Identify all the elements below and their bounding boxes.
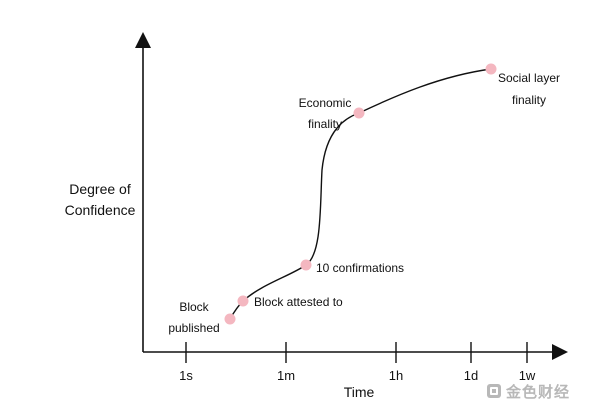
point-social-layer-finality bbox=[485, 63, 497, 75]
point-label-block-published-line-1: Block bbox=[179, 300, 209, 314]
confidence-curve bbox=[229, 68, 492, 320]
point-label-social-layer-finality-line-1: Social layer bbox=[498, 71, 560, 85]
x-tick-label-1s: 1s bbox=[179, 368, 193, 383]
point-10-confirmations bbox=[300, 259, 312, 271]
point-label-block-published-line-2: published bbox=[168, 321, 219, 335]
x-tick-label-1h: 1h bbox=[389, 368, 403, 383]
x-axis-label: Time bbox=[344, 384, 375, 400]
x-tick-label-1w: 1w bbox=[519, 368, 536, 383]
watermark: 金色财经 bbox=[486, 380, 570, 402]
x-tick-label-1d: 1d bbox=[464, 368, 478, 383]
point-label-economic-finality-line-1: Economic bbox=[299, 96, 352, 110]
milestone-points bbox=[224, 63, 497, 325]
jinse-logo-icon bbox=[487, 384, 501, 398]
point-label-social-layer-finality-line-2: finality bbox=[512, 93, 546, 107]
x-ticks: 1s 1m 1h 1d 1w bbox=[179, 342, 536, 383]
point-block-attested bbox=[237, 295, 249, 307]
y-axis-label-line-2: Confidence bbox=[65, 202, 136, 218]
x-tick-label-1m: 1m bbox=[277, 368, 295, 383]
point-label-10-confirmations: 10 confirmations bbox=[316, 261, 404, 275]
point-economic-finality bbox=[353, 107, 365, 119]
point-label-economic-finality-line-2: finality bbox=[308, 117, 342, 131]
watermark-text: 金色财经 bbox=[506, 382, 571, 401]
y-axis-label-line-1: Degree of bbox=[69, 181, 131, 197]
point-label-block-attested: Block attested to bbox=[254, 295, 343, 309]
point-block-published bbox=[224, 313, 236, 325]
